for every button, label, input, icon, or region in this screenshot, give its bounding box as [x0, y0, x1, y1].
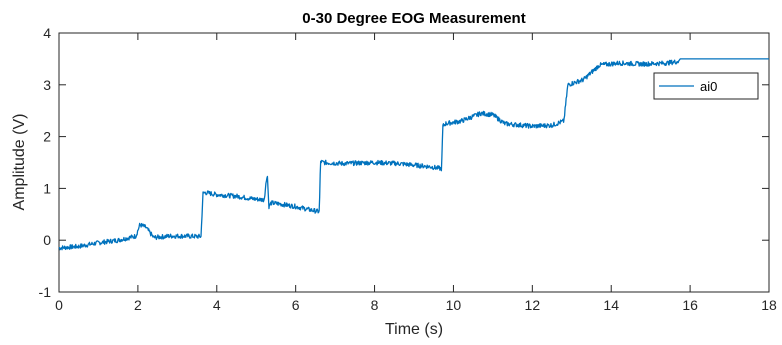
x-tick-label: 12 [525, 297, 541, 313]
series-line-ai0 [58, 58, 770, 251]
x-tick-label: 16 [682, 297, 698, 313]
y-axis: -1 0 1 2 3 4 [39, 25, 769, 300]
x-tick-label: 18 [761, 297, 777, 313]
y-tick-label: 4 [43, 25, 51, 41]
x-tick-label: 4 [213, 297, 221, 313]
x-axis: 0 2 4 6 8 10 12 14 16 18 [55, 33, 777, 313]
x-axis-title: Time (s) [385, 321, 443, 338]
y-tick-label: 2 [43, 129, 51, 145]
y-tick-label: 3 [43, 77, 51, 93]
plot-area [58, 32, 770, 293]
x-tick-label: 2 [134, 297, 142, 313]
y-tick-label: 1 [43, 180, 51, 196]
legend-label-ai0: ai0 [700, 79, 717, 94]
x-tick-label: 10 [446, 297, 462, 313]
x-tick-label: 14 [603, 297, 619, 313]
x-tick-label: 6 [292, 297, 300, 313]
y-axis-title: Amplitude (V) [11, 114, 28, 211]
legend: ai0 [653, 72, 759, 100]
chart-title: 0-30 Degree EOG Measurement [302, 10, 525, 27]
x-tick-label: 0 [55, 297, 63, 313]
x-tick-label: 8 [371, 297, 379, 313]
y-tick-label: -1 [39, 284, 52, 300]
y-tick-label: 0 [43, 232, 51, 248]
